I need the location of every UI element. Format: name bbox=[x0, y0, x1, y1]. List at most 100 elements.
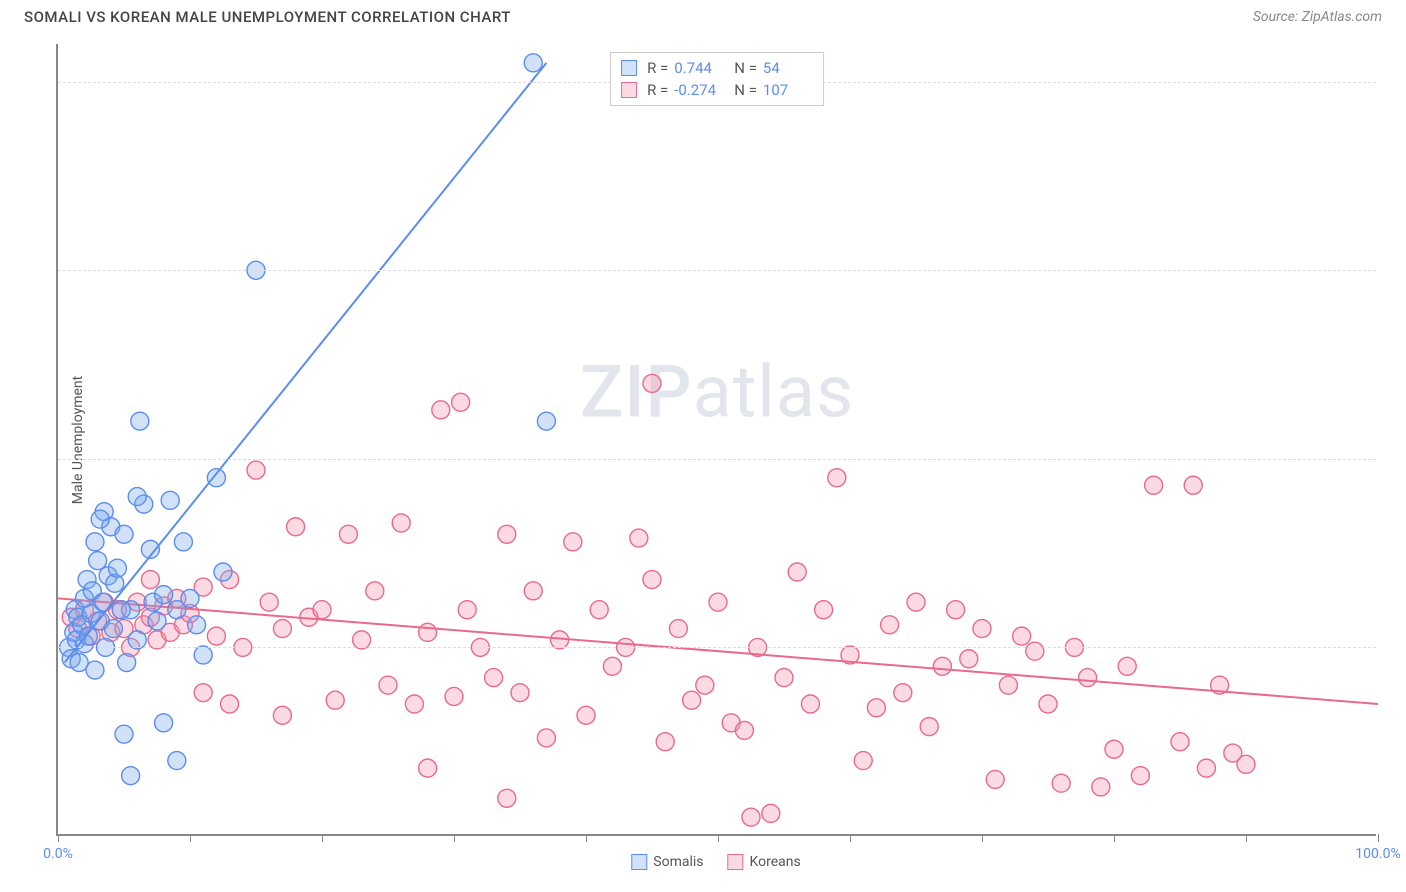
bottom-legend: Somalis Koreans bbox=[631, 854, 800, 870]
legend-item-somalis: Somalis bbox=[631, 854, 703, 870]
y-tick-label: 5.0% bbox=[1386, 639, 1406, 655]
koreans-point bbox=[273, 620, 291, 638]
source-attribution: Source: ZipAtlas.com bbox=[1253, 9, 1382, 25]
somalis-point bbox=[155, 586, 173, 604]
koreans-point bbox=[353, 631, 371, 649]
koreans-point bbox=[419, 623, 437, 641]
legend-item-koreans: Koreans bbox=[728, 854, 801, 870]
x-tick-label: 0.0% bbox=[43, 846, 73, 862]
koreans-point bbox=[445, 687, 463, 705]
somalis-point bbox=[524, 54, 542, 72]
koreans-point bbox=[603, 657, 621, 675]
koreans-point bbox=[630, 529, 648, 547]
koreans-point bbox=[458, 601, 476, 619]
swatch-koreans bbox=[621, 82, 637, 98]
r-value-koreans: -0.274 bbox=[674, 81, 724, 99]
koreans-point bbox=[419, 759, 437, 777]
somalis-point bbox=[161, 491, 179, 509]
koreans-point bbox=[920, 718, 938, 736]
koreans-point bbox=[815, 601, 833, 619]
koreans-point bbox=[1092, 778, 1110, 796]
somalis-point bbox=[86, 533, 104, 551]
koreans-point bbox=[801, 695, 819, 713]
somalis-point bbox=[115, 525, 133, 543]
somalis-point bbox=[155, 714, 173, 732]
koreans-point bbox=[1013, 627, 1031, 645]
x-tick bbox=[58, 834, 59, 842]
koreans-point bbox=[735, 721, 753, 739]
koreans-point bbox=[947, 601, 965, 619]
koreans-point bbox=[273, 706, 291, 724]
x-tick bbox=[190, 834, 191, 842]
koreans-point bbox=[1118, 657, 1136, 675]
x-tick bbox=[982, 834, 983, 842]
somalis-point bbox=[207, 469, 225, 487]
koreans-point bbox=[207, 627, 225, 645]
x-tick bbox=[850, 834, 851, 842]
x-tick bbox=[1114, 834, 1115, 842]
koreans-point bbox=[452, 393, 470, 411]
somalis-point bbox=[115, 725, 133, 743]
somalis-point bbox=[128, 631, 146, 649]
koreans-point bbox=[1026, 642, 1044, 660]
koreans-point bbox=[1052, 774, 1070, 792]
somalis-point bbox=[148, 612, 166, 630]
koreans-point bbox=[577, 706, 595, 724]
koreans-point bbox=[313, 601, 331, 619]
koreans-point bbox=[392, 514, 410, 532]
somalis-point bbox=[112, 601, 130, 619]
somalis-point bbox=[86, 661, 104, 679]
koreans-point bbox=[894, 684, 912, 702]
gridline bbox=[58, 270, 1376, 271]
koreans-point bbox=[907, 593, 925, 611]
somalis-point bbox=[118, 654, 136, 672]
legend-label-somalis: Somalis bbox=[653, 854, 703, 870]
somalis-point bbox=[174, 533, 192, 551]
koreans-point bbox=[287, 518, 305, 536]
gridline bbox=[58, 459, 1376, 460]
koreans-point bbox=[498, 789, 516, 807]
chart-title: SOMALI VS KOREAN MALE UNEMPLOYMENT CORRE… bbox=[24, 8, 511, 26]
koreans-point bbox=[194, 684, 212, 702]
koreans-point bbox=[1184, 476, 1202, 494]
somalis-trendline bbox=[65, 63, 547, 663]
n-value-koreans: 107 bbox=[763, 81, 813, 99]
somalis-point bbox=[91, 510, 109, 528]
koreans-point bbox=[933, 657, 951, 675]
koreans-point bbox=[1079, 669, 1097, 687]
koreans-point bbox=[709, 593, 727, 611]
koreans-point bbox=[867, 699, 885, 717]
somalis-point bbox=[122, 767, 140, 785]
koreans-point bbox=[1237, 755, 1255, 773]
koreans-point bbox=[432, 401, 450, 419]
somalis-point bbox=[537, 412, 555, 430]
stats-row-somalis: R = 0.744 N = 54 bbox=[621, 57, 813, 79]
somalis-point bbox=[108, 559, 126, 577]
koreans-point bbox=[999, 676, 1017, 694]
stats-row-koreans: R = -0.274 N = 107 bbox=[621, 79, 813, 101]
somalis-point bbox=[194, 646, 212, 664]
somalis-point bbox=[104, 620, 122, 638]
plot-svg bbox=[58, 44, 1378, 836]
koreans-point bbox=[260, 593, 278, 611]
koreans-point bbox=[960, 650, 978, 668]
koreans-point bbox=[405, 695, 423, 713]
koreans-point bbox=[247, 461, 265, 479]
chart-container: Male Unemployment ZIPatlas R = 0.744 N =… bbox=[56, 44, 1376, 836]
swatch-somalis bbox=[621, 60, 637, 76]
x-tick-label: 100.0% bbox=[1355, 846, 1400, 862]
somalis-point bbox=[181, 589, 199, 607]
koreans-point bbox=[1039, 695, 1057, 713]
legend-label-koreans: Koreans bbox=[750, 854, 801, 870]
koreans-point bbox=[379, 676, 397, 694]
y-tick-label: 10.0% bbox=[1386, 451, 1406, 467]
koreans-point bbox=[498, 525, 516, 543]
somalis-point bbox=[131, 412, 149, 430]
koreans-point bbox=[656, 733, 674, 751]
somalis-point bbox=[188, 616, 206, 634]
n-value-somalis: 54 bbox=[763, 59, 813, 77]
x-tick bbox=[718, 834, 719, 842]
somalis-point bbox=[168, 752, 186, 770]
y-tick-label: 15.0% bbox=[1386, 262, 1406, 278]
koreans-point bbox=[742, 808, 760, 826]
